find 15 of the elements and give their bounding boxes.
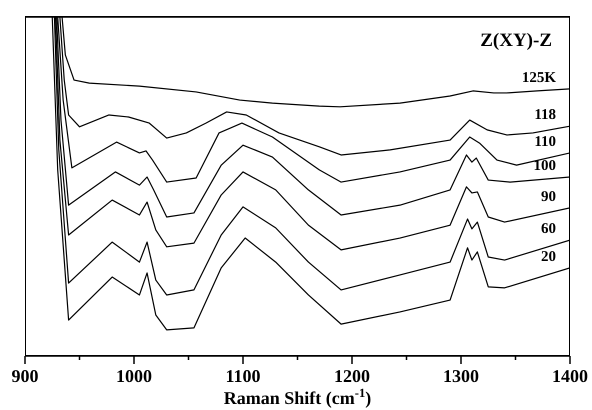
x-tick-label: 900 xyxy=(12,366,38,386)
series-label: 100 xyxy=(534,158,556,174)
series-label: 20 xyxy=(541,248,556,265)
series-label: 118 xyxy=(534,107,556,124)
x-tick-label: 1000 xyxy=(116,366,152,386)
series-label: 90 xyxy=(541,188,556,205)
series-label: 60 xyxy=(541,221,556,238)
text: Z(XY)-Z xyxy=(480,30,552,51)
series-label: 110 xyxy=(534,134,556,150)
x-tick-label: 1400 xyxy=(552,366,588,386)
x-tick-label: 1200 xyxy=(334,366,370,386)
x-tick-label: 1300 xyxy=(443,366,479,386)
series-label: 125K xyxy=(522,70,556,86)
x-tick-label: 1100 xyxy=(225,366,261,386)
x-axis-title: Raman Shift (cm$^{-1}$) xyxy=(224,386,372,408)
